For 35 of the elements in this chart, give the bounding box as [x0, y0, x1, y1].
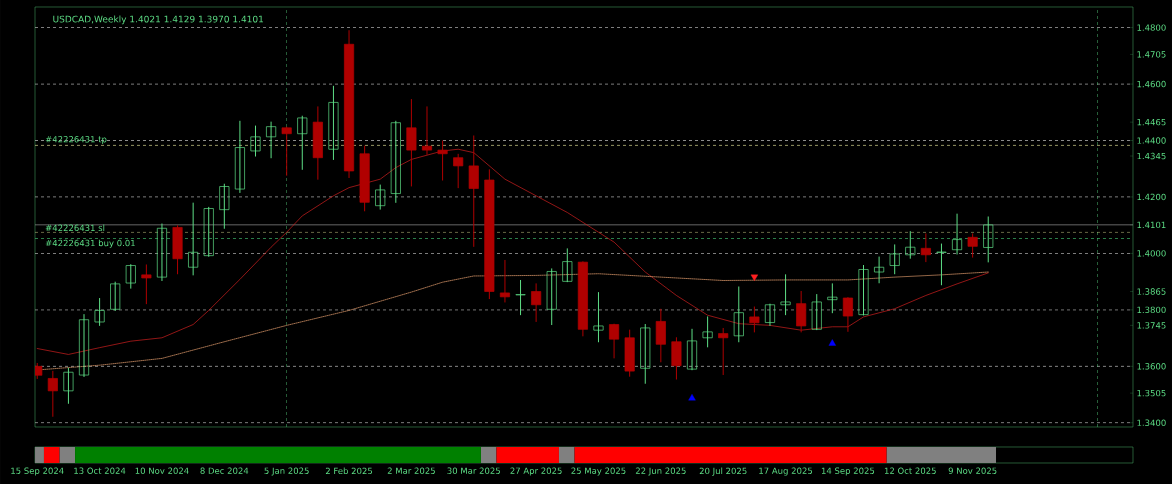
x-tick-label: 17 Aug 2025: [759, 467, 813, 476]
x-tick-label: 5 Jan 2025: [264, 467, 309, 476]
x-tick-label: 12 Oct 2025: [884, 467, 936, 474]
y-tick-label: 1.3600: [1137, 363, 1166, 370]
y-tick-label: 1.3865: [1137, 288, 1166, 295]
y-tick-label: 1.4800: [1137, 24, 1166, 31]
x-tick-label: 13 Oct 2024: [74, 467, 126, 474]
x-tick-label: 14 Sep 2025: [821, 467, 875, 476]
x-tick-label: 8 Dec 2024: [200, 467, 249, 474]
y-tick-label: 1.4400: [1137, 137, 1166, 144]
ref-line-label: #42226431 sl: [45, 224, 105, 232]
x-tick-label: 22 Jun 2025: [635, 467, 686, 476]
y-tick-label: 1.3800: [1137, 306, 1166, 314]
x-tick-label: 20 Jul 2025: [699, 467, 747, 476]
x-tick-label: 10 Nov 2024: [135, 467, 189, 474]
y-tick-label: 1.4345: [1137, 152, 1166, 160]
x-tick-label: 25 May 2025: [571, 467, 626, 476]
y-tick-label: 1.4465: [1137, 118, 1166, 126]
x-tick-label: 27 Apr 2025: [510, 467, 562, 476]
x-tick-label: 15 Sep 2024: [11, 467, 64, 476]
y-tick-label: 1.3505: [1137, 389, 1166, 397]
y-tick-label: 1.4600: [1137, 80, 1166, 88]
x-tick-label: 30 Mar 2025: [447, 467, 500, 474]
x-tick-label: 9 Nov 2025: [948, 467, 997, 474]
ref-line-label: #42226431 tp: [45, 136, 107, 145]
text: USDCAD,Weekly 1.4021 1.4129 1.3970 1.4101: [53, 15, 264, 25]
y-tick-label: 1.3745: [1137, 322, 1166, 329]
x-tick-label: 2 Feb 2025: [325, 467, 373, 475]
y-tick-label: 1.4000: [1137, 250, 1166, 257]
y-tick-label: 1.4200: [1137, 193, 1166, 201]
y-tick-label: 1.4705: [1137, 51, 1166, 58]
y-tick-label: 1.4101: [1137, 221, 1166, 229]
x-tick-label: 2 Mar 2025: [387, 467, 435, 474]
y-tick-label: 1.3400: [1137, 419, 1166, 426]
ref-line-label: #42226431 buy 0.01: [45, 239, 135, 248]
